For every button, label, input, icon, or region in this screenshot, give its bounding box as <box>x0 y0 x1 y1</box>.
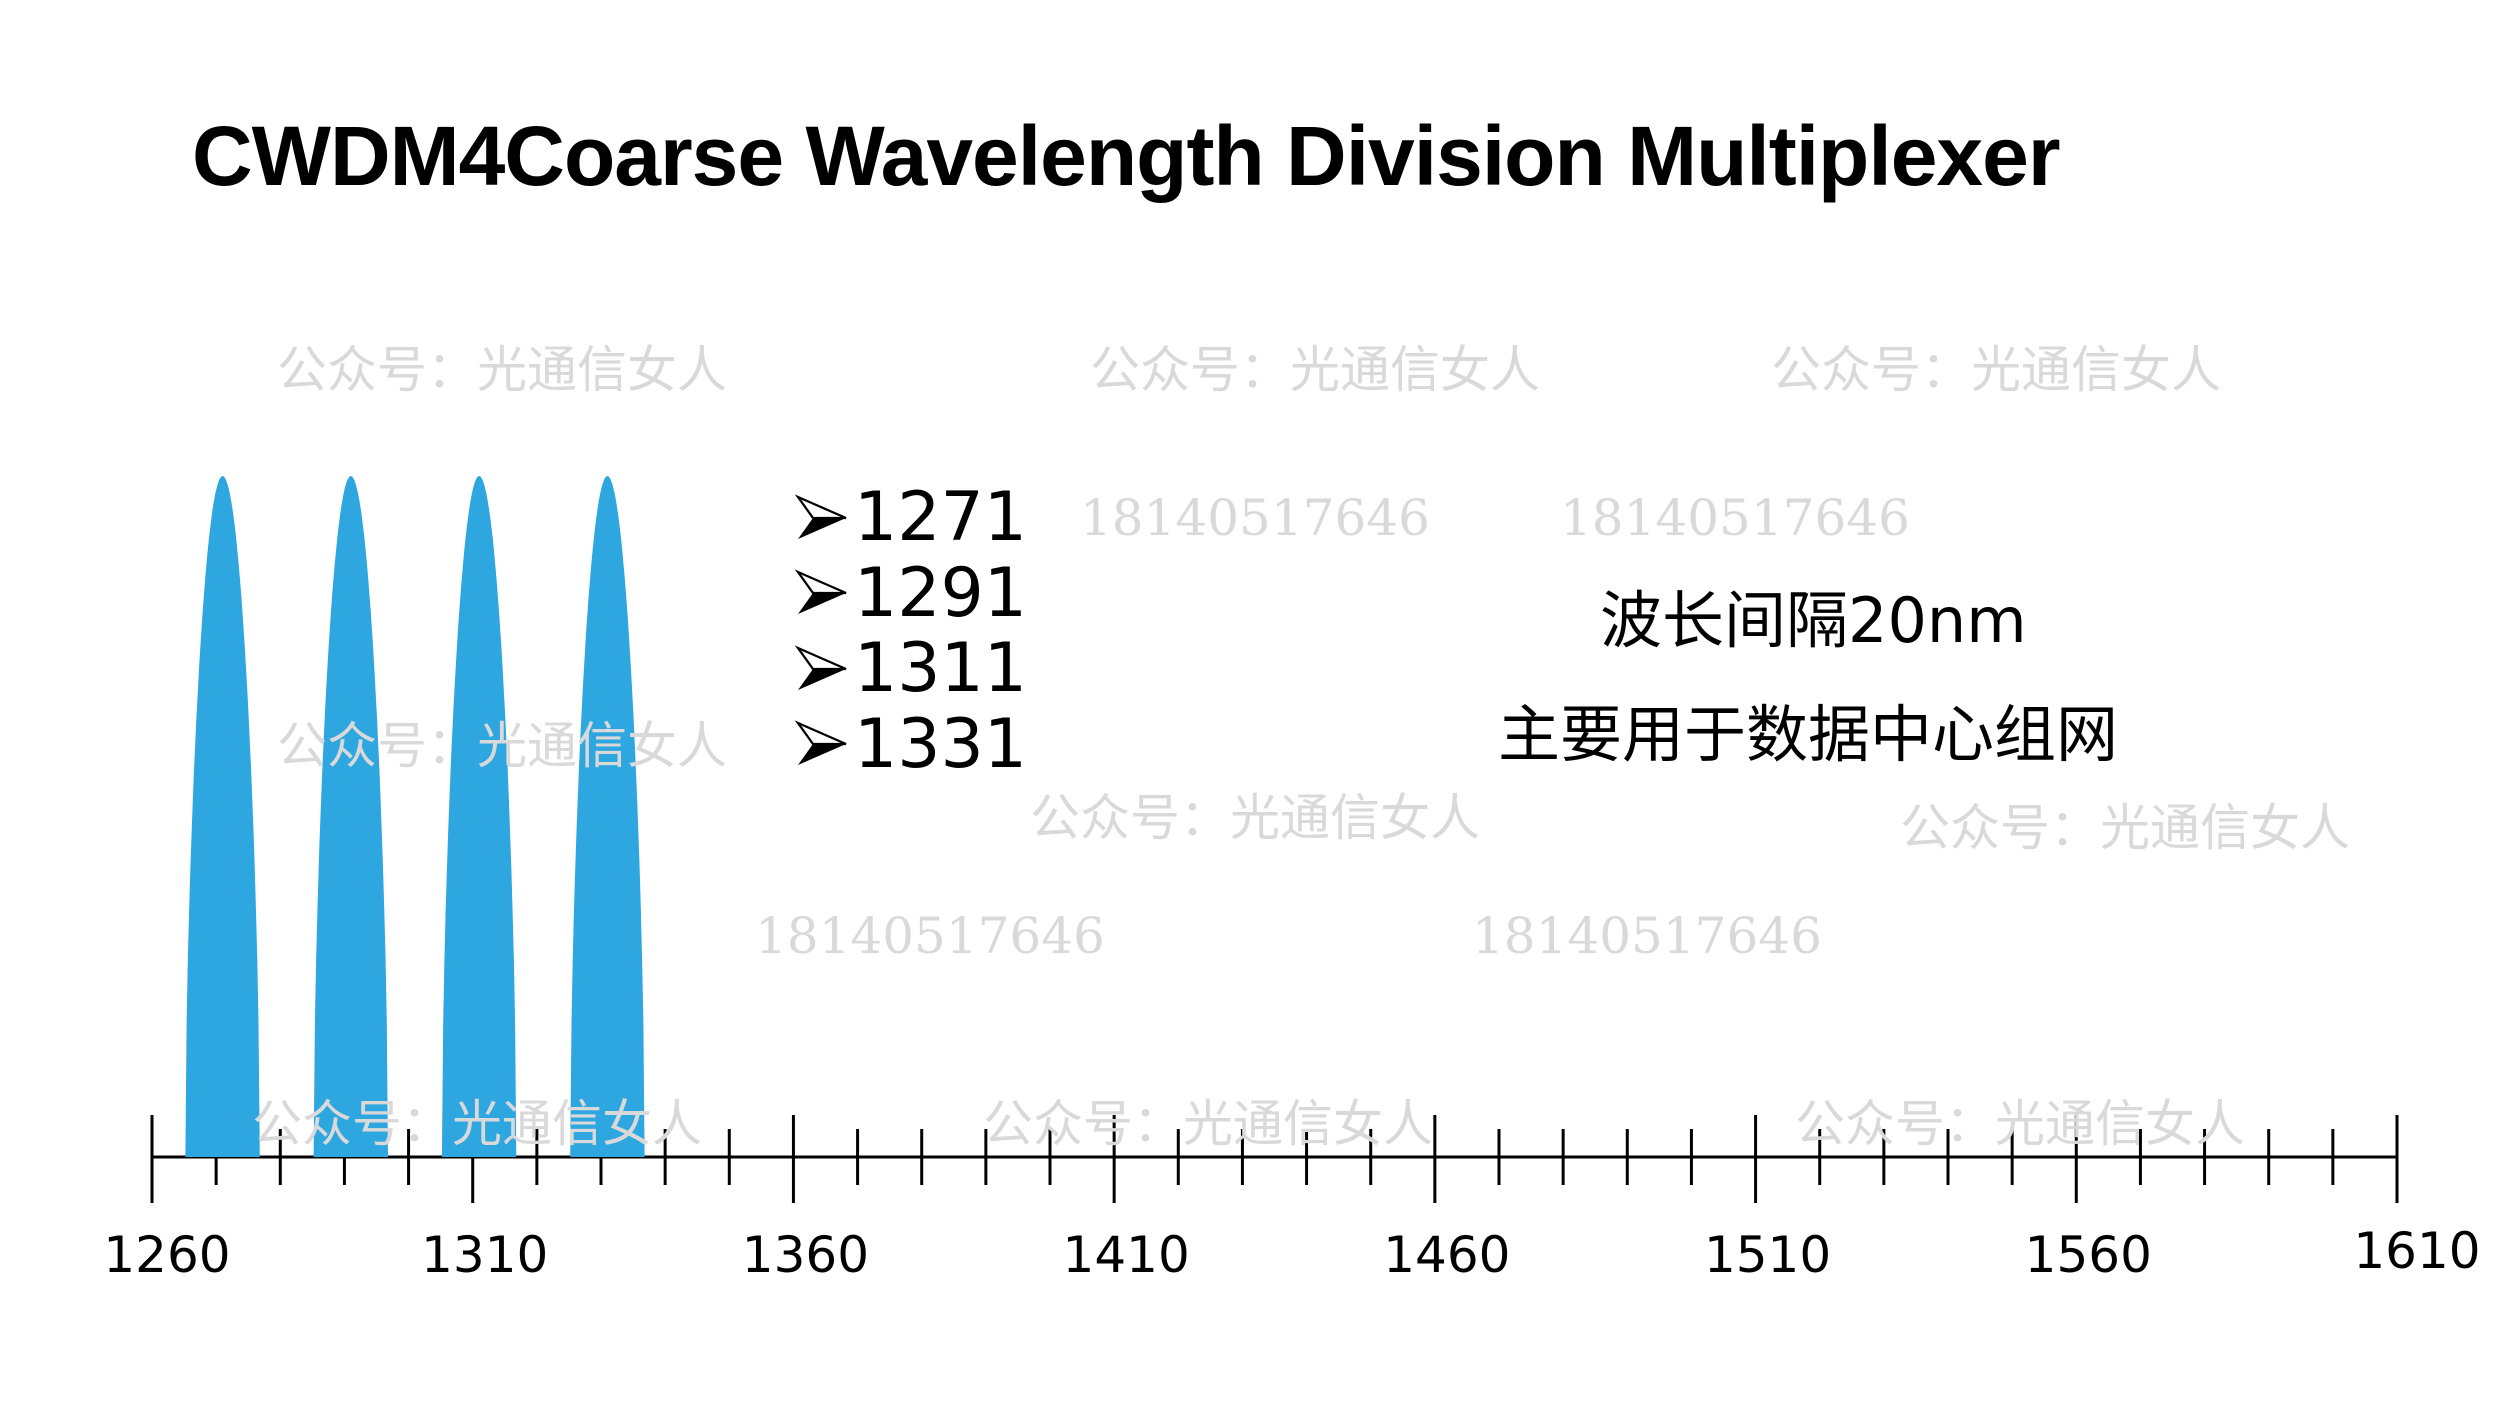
arrowhead-bullet-icon <box>794 494 847 539</box>
peaks <box>185 476 645 1157</box>
x-tick-label: 1560 <box>2025 1226 2152 1284</box>
x-tick-label: 1610 <box>2353 1222 2480 1280</box>
arrowhead-bullet-icon <box>794 645 847 690</box>
wavelength-value: 1311 <box>854 629 1028 709</box>
arrowhead-bullet-icon <box>794 720 847 766</box>
x-tick-label: 1310 <box>421 1226 548 1284</box>
wavelength-list: 1271 1291 1311 1331 <box>790 478 1028 784</box>
wavelength-value: 1271 <box>854 478 1028 558</box>
wavelength-item: 1271 <box>790 478 1028 558</box>
x-axis <box>150 1115 2399 1203</box>
peak-1311 <box>441 476 517 1157</box>
peak-1291 <box>313 476 388 1157</box>
x-tick-label: 1510 <box>1704 1226 1831 1284</box>
wavelength-value: 1291 <box>854 553 1028 633</box>
x-tick-labels: 1260 1310 1360 1410 1460 1510 1560 1610 <box>103 1222 2480 1284</box>
arrowhead-bullet-icon <box>794 569 847 615</box>
wavelength-item: 1291 <box>790 553 1028 633</box>
x-tick-label: 1260 <box>103 1226 230 1284</box>
x-tick-label: 1460 <box>1383 1226 1510 1284</box>
x-tick-label: 1360 <box>742 1226 869 1284</box>
x-tick-label: 1410 <box>1063 1226 1190 1284</box>
chart-title: CWDM4Coarse Wavelength Division Multiple… <box>192 109 2061 203</box>
wavelength-item: 1311 <box>790 629 1028 709</box>
wavelength-item: 1331 <box>790 704 1028 784</box>
peak-1331 <box>570 476 645 1157</box>
spacing-note: 波长间隔20nm <box>1600 584 2027 657</box>
peak-1271 <box>185 476 260 1157</box>
wavelength-value: 1331 <box>854 704 1028 784</box>
usage-note: 主要用于数据中心组网 <box>1498 698 2119 771</box>
